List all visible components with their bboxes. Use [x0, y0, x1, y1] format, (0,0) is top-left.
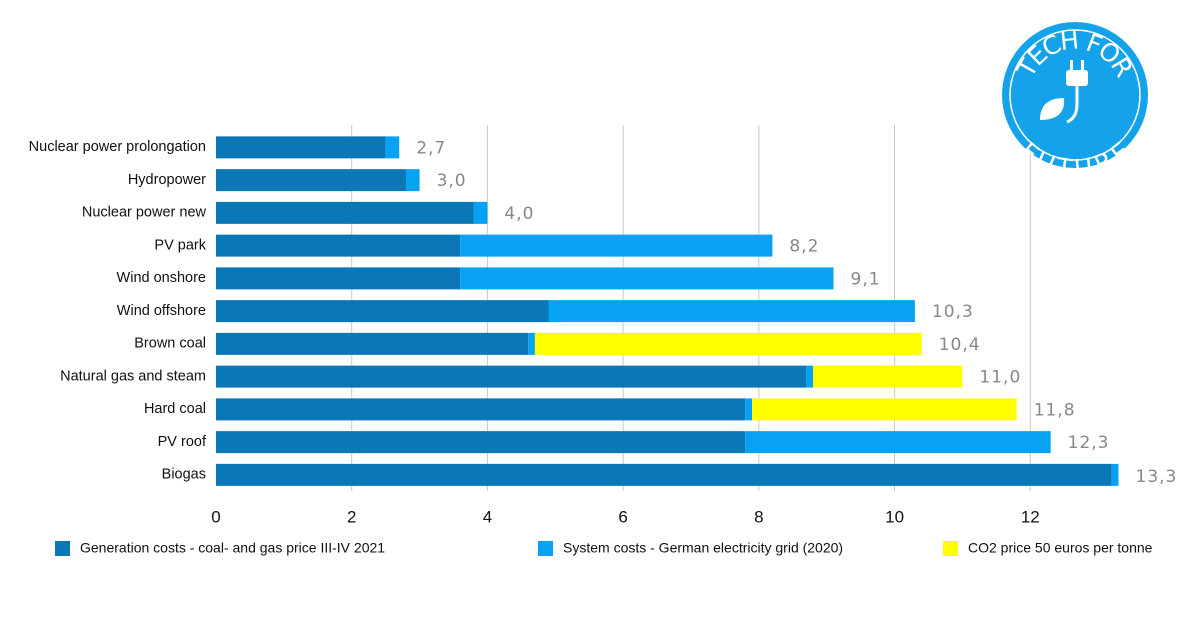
bar-segment: [406, 169, 420, 192]
total-label: 13,3: [1136, 467, 1178, 487]
bar-segment: [216, 300, 549, 323]
logo: TECH FOR FUTURE: [1002, 22, 1148, 183]
logo-icon: [1040, 60, 1088, 124]
total-label: 10,3: [932, 302, 974, 322]
bar-segment: [216, 267, 461, 290]
legend-swatch: [55, 541, 70, 556]
y-tick-label: Natural gas and steam: [60, 368, 206, 384]
bar-segment: [216, 365, 807, 388]
bar-segment: [473, 201, 488, 224]
total-label: 2,7: [416, 138, 446, 158]
y-tick-label: Wind onshore: [117, 270, 206, 286]
y-tick-label: Wind offshore: [117, 303, 206, 319]
x-tick-label: 0: [211, 507, 220, 526]
legend-swatch: [943, 541, 958, 556]
bar-segment: [752, 398, 1017, 421]
bar-segment: [216, 463, 1112, 486]
legend-label: CO2 price 50 euros per tonne: [968, 540, 1153, 556]
y-tick-label: Nuclear power new: [82, 205, 207, 221]
bar-segment: [534, 332, 922, 355]
bar-segment: [460, 234, 773, 257]
total-label: 4,0: [504, 204, 534, 224]
logo-ring: [1009, 29, 1141, 161]
bar-segment: [216, 169, 406, 192]
total-label: 9,1: [851, 269, 881, 289]
bar-segment: [385, 136, 400, 159]
y-tick-label: PV roof: [158, 434, 207, 450]
y-tick-label: PV park: [154, 237, 206, 253]
logo-circle: [1002, 22, 1148, 168]
y-tick-label: Hard coal: [144, 401, 206, 417]
x-tick-label: 4: [483, 507, 492, 526]
x-tick-label: 6: [618, 507, 627, 526]
bar-segment: [745, 431, 1051, 454]
bar-segment: [1111, 463, 1119, 486]
total-label: 11,0: [979, 368, 1021, 388]
total-label: 3,0: [437, 171, 467, 191]
x-tick-label: 10: [885, 507, 904, 526]
x-tick-label: 12: [1021, 507, 1040, 526]
x-tick-label: 8: [754, 507, 763, 526]
bar-segment: [216, 136, 386, 159]
bar-segment: [216, 431, 746, 454]
y-tick-label: Brown coal: [134, 336, 206, 352]
bar-segment: [813, 365, 963, 388]
y-tick-label: Hydropower: [128, 172, 206, 188]
total-label: 10,4: [939, 335, 981, 355]
bar-segment: [216, 398, 746, 421]
total-label: 11,8: [1034, 400, 1076, 420]
bar-segment: [806, 365, 814, 388]
bar-segment: [216, 332, 529, 355]
total-label: 12,3: [1068, 433, 1110, 453]
bar-segment: [460, 267, 834, 290]
y-tick-label: Biogas: [162, 467, 206, 483]
bar-segment: [216, 234, 461, 257]
legend-label: System costs - German electricity grid (…: [563, 540, 843, 556]
bar-segment: [216, 201, 474, 224]
bar-segment: [745, 398, 753, 421]
bar-segment: [548, 300, 915, 323]
legend-swatch: [538, 541, 553, 556]
y-tick-label: Nuclear power prolongation: [29, 139, 206, 155]
total-label: 8,2: [789, 237, 819, 257]
x-tick-label: 2: [347, 507, 356, 526]
legend-label: Generation costs - coal- and gas price I…: [80, 540, 385, 556]
bar-segment: [528, 332, 535, 355]
